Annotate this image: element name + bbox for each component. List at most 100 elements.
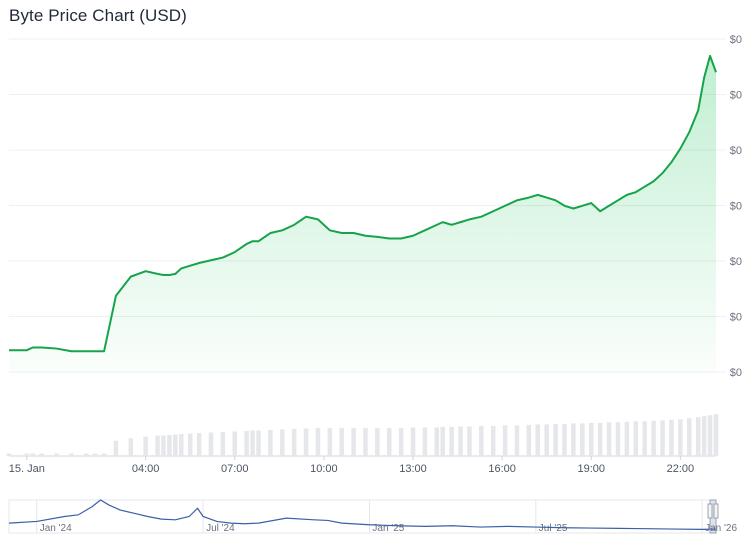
volume-bar	[386, 427, 392, 456]
volume-bar	[128, 438, 134, 456]
volume-bar	[713, 414, 719, 456]
price-area-fill	[9, 55, 716, 373]
volume-bar	[327, 427, 333, 456]
volume-bar	[250, 430, 255, 456]
navigator[interactable]: Jan '24 Jul '24 Jan '25 Jul '25 Jan '26	[8, 499, 738, 534]
volume-bar	[580, 423, 585, 456]
volume-bar	[687, 418, 692, 456]
x-tick-label: 19:00	[577, 463, 605, 475]
volume-bar	[695, 417, 701, 456]
volume-bar	[422, 427, 428, 456]
y-tick-label: $0	[730, 34, 742, 46]
price-series	[9, 54, 717, 353]
volume-bar	[440, 426, 445, 456]
volume-bar	[651, 420, 656, 456]
x-tick-label: 13:00	[399, 463, 427, 475]
volume-bar	[179, 434, 184, 456]
volume-bar	[660, 420, 665, 456]
volume-bar	[502, 425, 508, 456]
volume-bar	[410, 427, 416, 456]
volume-bar	[434, 427, 440, 456]
volume-bar	[220, 432, 226, 456]
volume-bar	[597, 422, 603, 456]
volume-bar	[30, 453, 36, 456]
volume-bar	[280, 429, 285, 456]
volume-bar	[187, 433, 193, 456]
volume-bar	[167, 435, 172, 456]
y-tick-label: $0	[730, 367, 742, 379]
navigator-frame	[8, 499, 717, 534]
volume-bar	[6, 453, 12, 456]
volume-bar	[101, 453, 107, 456]
volume-bar	[449, 426, 454, 456]
volume-bar	[232, 431, 238, 456]
navigator-tick-label: Jan '26	[705, 523, 737, 534]
volume-bar	[315, 427, 321, 456]
volume-bar	[69, 453, 74, 456]
volume-bar	[467, 426, 472, 456]
navigator-series	[8, 499, 717, 530]
y-tick-label: $0	[730, 312, 742, 324]
volume-bar	[39, 453, 44, 456]
volume-bar	[535, 424, 541, 456]
volume-bar	[363, 427, 368, 456]
x-tick-label: 04:00	[132, 463, 160, 475]
y-tick-label: $0	[730, 145, 742, 157]
volume-bar	[339, 427, 344, 456]
volume-bar	[606, 422, 612, 456]
y-axis-ticks: $0 $0 $0 $0 $0 $0 $0	[730, 34, 742, 379]
x-tick-label: 10:00	[310, 463, 338, 475]
volume-bar	[244, 431, 249, 456]
volume-bar	[701, 416, 707, 456]
volume-bars	[6, 414, 719, 456]
volume-bar	[303, 428, 309, 456]
volume-bar	[143, 436, 148, 456]
y-tick-label: $0	[730, 90, 742, 102]
volume-bar	[562, 423, 567, 456]
volume-bar	[490, 425, 496, 456]
volume-bar	[642, 421, 647, 456]
x-axis-ticks: 15. Jan 04:00 07:00 10:00 13:00 16:00 19:00 22:…	[9, 456, 694, 475]
volume-bar	[633, 421, 639, 456]
navigator-tick-label: Jan '25	[372, 523, 404, 534]
volume-bar	[54, 453, 59, 456]
x-tick-label: 07:00	[221, 463, 249, 475]
volume-bar	[624, 421, 630, 456]
price-area	[9, 55, 716, 373]
volume-bar	[83, 453, 89, 456]
volume-bar	[514, 425, 520, 456]
volume-bar	[173, 434, 178, 456]
volume-bar	[291, 428, 297, 456]
volume-bar	[268, 429, 273, 456]
chart-title: Byte Price Chart (USD)	[9, 6, 187, 25]
x-tick-label: 15. Jan	[9, 463, 45, 475]
price-line[interactable]	[9, 54, 717, 353]
y-tick-label: $0	[730, 201, 742, 213]
volume-bar	[571, 423, 576, 456]
volume-bar	[526, 424, 532, 456]
volume-bar	[208, 432, 214, 456]
volume-bar	[196, 433, 202, 456]
navigator-handle-left[interactable]	[707, 503, 713, 519]
x-tick-label: 22:00	[667, 463, 695, 475]
volume-bar	[375, 427, 380, 456]
volume-bar	[256, 430, 261, 456]
y-tick-label: $0	[730, 256, 742, 268]
volume-bar	[479, 425, 484, 456]
volume-bar	[161, 435, 166, 456]
volume-bar	[92, 453, 98, 456]
navigator-handle-right[interactable]	[713, 503, 719, 519]
volume-bar	[669, 419, 674, 456]
volume-bar	[155, 435, 160, 456]
x-tick-label: 16:00	[488, 463, 516, 475]
volume-bar	[351, 427, 356, 456]
volume-bar	[24, 453, 30, 456]
volume-bar	[553, 423, 558, 456]
navigator-tick-label: Jul '25	[539, 523, 568, 534]
volume-bar	[678, 419, 683, 456]
volume-bar	[615, 422, 621, 456]
navigator-tick-label: Jan '24	[40, 523, 72, 534]
volume-bar	[113, 440, 119, 456]
volume-bar	[588, 422, 594, 456]
